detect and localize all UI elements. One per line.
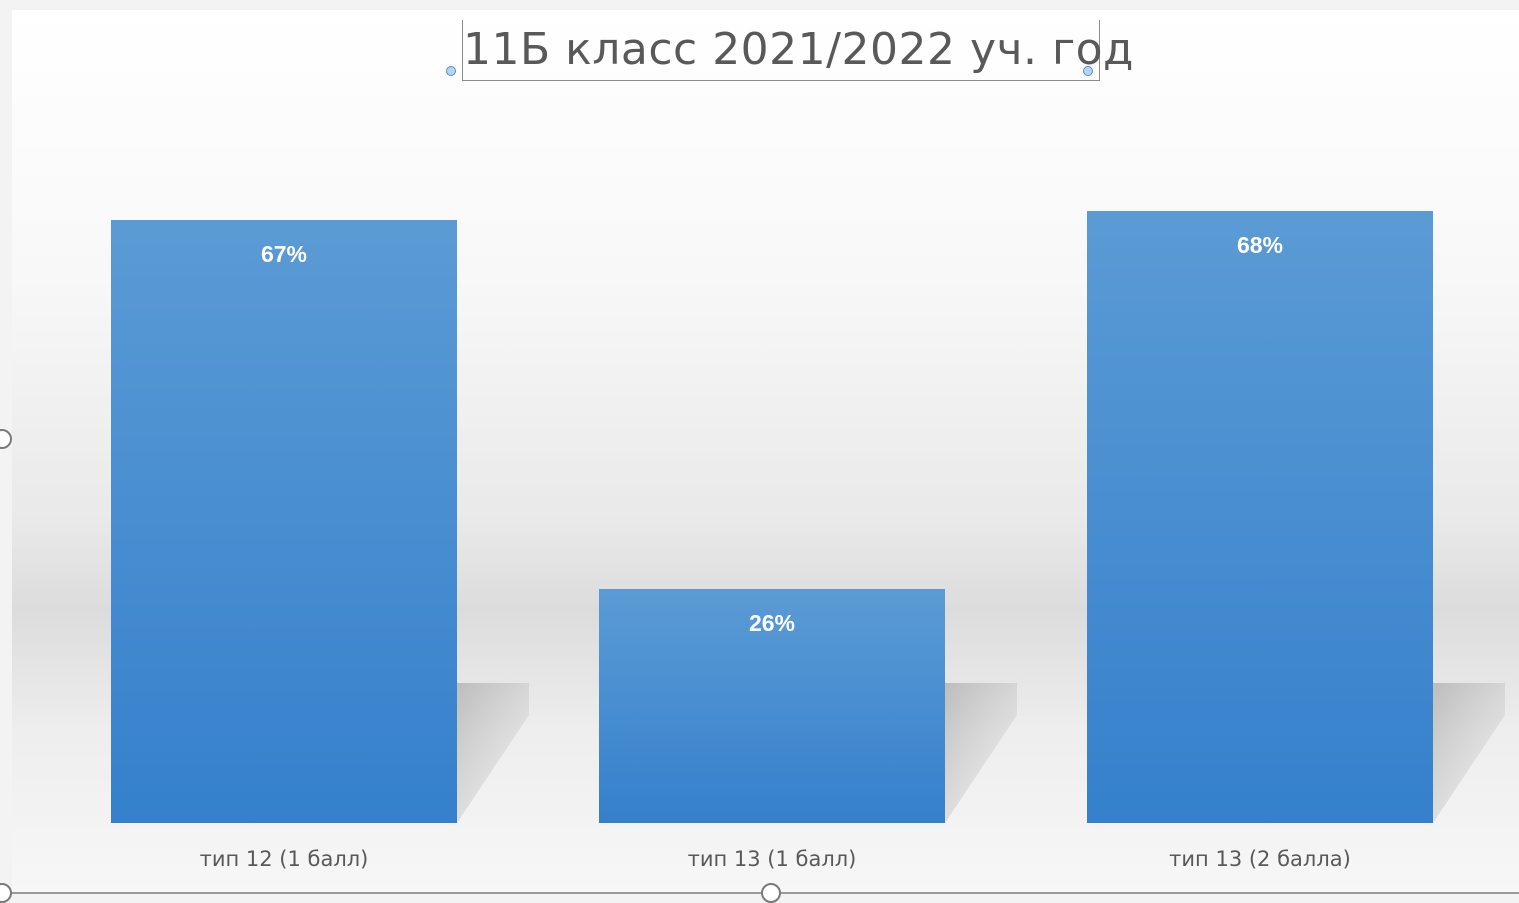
category-label: тип 13 (1 балл) — [688, 847, 857, 871]
chart-title-box[interactable]: 11Б класс 2021/2022 уч. год — [462, 20, 1134, 81]
chart-resize-handle-left[interactable] — [0, 429, 12, 449]
bar-shadows — [457, 683, 1505, 823]
data-label: 26% — [749, 610, 795, 636]
category-label: тип 12 (1 балл) — [200, 847, 369, 871]
bar-shadow — [457, 683, 529, 823]
bar[interactable] — [1087, 211, 1433, 823]
bar[interactable] — [599, 589, 945, 823]
bar-shadow — [1433, 683, 1505, 823]
data-label: 67% — [261, 241, 307, 267]
data-labels: 67% 26% 68% — [261, 232, 1283, 636]
chart-resize-handle-bottom-center[interactable] — [761, 883, 781, 903]
chart-area[interactable]: 67% 26% 68% тип 12 (1 балл) тип 13 (1 балл)… — [12, 10, 1519, 892]
category-label: тип 13 (2 балла) — [1169, 847, 1351, 871]
bars — [111, 211, 1433, 823]
bar-shadow — [945, 683, 1017, 823]
chart-plot: 67% 26% 68% тип 12 (1 балл) тип 13 (1 балл)… — [111, 211, 1505, 871]
chart-title: 11Б класс 2021/2022 уч. год — [463, 24, 1134, 75]
chart-resize-handle-bottom-left[interactable] — [0, 883, 12, 903]
title-resize-handle-right[interactable] — [1083, 66, 1093, 76]
category-labels: тип 12 (1 балл) тип 13 (1 балл) тип 13 (2 … — [200, 847, 1351, 871]
title-resize-handle-left[interactable] — [446, 66, 456, 76]
data-label: 68% — [1237, 232, 1283, 258]
bar[interactable] — [111, 220, 457, 823]
chart-border-bottom — [0, 892, 1519, 894]
